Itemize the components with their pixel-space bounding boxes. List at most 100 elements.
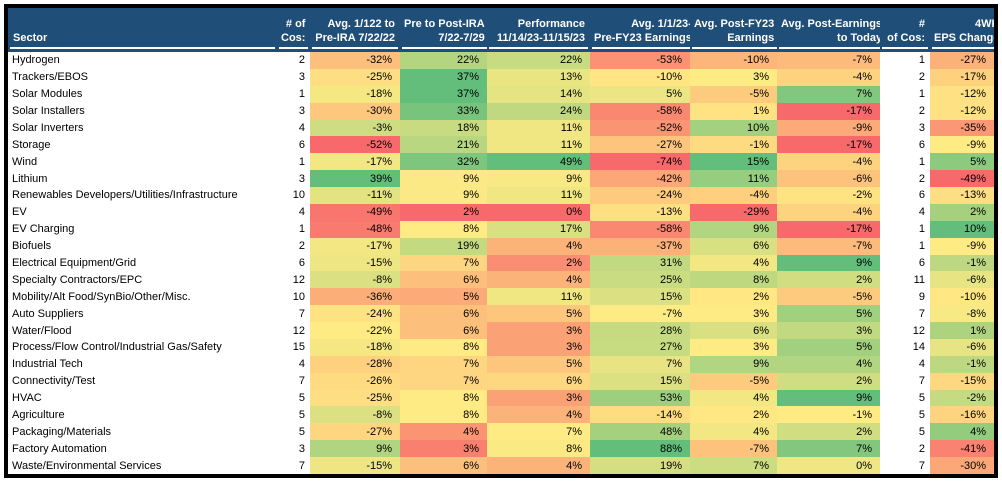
value-cell-eps-4wk[interactable]: -17% [930, 68, 994, 86]
value-cell-eps-4wk[interactable]: 10% [930, 220, 994, 238]
value-cell-post-fy23[interactable]: 15% [690, 153, 777, 171]
value-cell-pre-post-ira[interactable]: 9% [400, 170, 487, 188]
value-cell-pre-post-ira[interactable]: 7% [400, 372, 487, 390]
value-cell-pre-post-ira[interactable]: 6% [400, 271, 487, 289]
value-cell-post-fy23[interactable]: 3% [690, 305, 777, 323]
value-cell-post-earnings[interactable]: -17% [777, 220, 880, 238]
value-cell-post-earnings[interactable]: 7% [777, 85, 880, 103]
value-cell-performance[interactable]: 7% [487, 423, 590, 441]
count-cell[interactable]: 11 [880, 271, 930, 289]
count-cell[interactable]: 4 [277, 355, 310, 373]
value-cell-post-fy23[interactable]: -4% [690, 187, 777, 204]
value-cell-performance[interactable]: 9% [487, 170, 590, 188]
value-cell-post-fy23[interactable]: -1% [690, 136, 777, 154]
value-cell-performance[interactable]: 17% [487, 220, 590, 238]
value-cell-performance[interactable]: 3% [487, 322, 590, 339]
count-cell[interactable]: 5 [277, 423, 310, 441]
count-cell[interactable]: 2 [880, 170, 930, 188]
value-cell-performance[interactable]: 49% [487, 153, 590, 171]
value-cell-post-earnings[interactable]: 2% [777, 372, 880, 390]
value-cell-post-fy23[interactable]: 4% [690, 389, 777, 407]
sector-cell[interactable]: Factory Automation [8, 440, 277, 458]
count-cell[interactable]: 3 [277, 68, 310, 86]
count-cell[interactable]: 7 [277, 457, 310, 474]
value-cell-pre-fy23[interactable]: 53% [590, 389, 690, 407]
value-cell-post-fy23[interactable]: 6% [690, 237, 777, 255]
count-cell[interactable]: 10 [277, 288, 310, 306]
value-cell-pre-ira[interactable]: 39% [310, 170, 400, 188]
value-cell-pre-post-ira[interactable]: 8% [400, 389, 487, 407]
value-cell-performance[interactable]: 22% [487, 52, 590, 69]
count-cell[interactable]: 1 [880, 85, 930, 103]
value-cell-eps-4wk[interactable]: -35% [930, 119, 994, 137]
value-cell-pre-fy23[interactable]: 27% [590, 338, 690, 356]
value-cell-post-fy23[interactable]: 8% [690, 271, 777, 289]
value-cell-post-fy23[interactable]: -5% [690, 372, 777, 390]
sector-cell[interactable]: Renewables Developers/Utilities/Infrastr… [8, 187, 277, 204]
value-cell-post-fy23[interactable]: -5% [690, 85, 777, 103]
value-cell-pre-ira[interactable]: -18% [310, 338, 400, 356]
value-cell-pre-post-ira[interactable]: 37% [400, 68, 487, 86]
value-cell-post-earnings[interactable]: -7% [777, 52, 880, 69]
value-cell-pre-ira[interactable]: -26% [310, 372, 400, 390]
value-cell-post-earnings[interactable]: -17% [777, 136, 880, 154]
sector-cell[interactable]: Connectivity/Test [8, 372, 277, 390]
value-cell-pre-fy23[interactable]: 5% [590, 85, 690, 103]
count-cell[interactable]: 3 [880, 119, 930, 137]
value-cell-performance[interactable]: 0% [487, 203, 590, 221]
sector-cell[interactable]: Wind [8, 153, 277, 171]
value-cell-pre-ira[interactable]: -36% [310, 288, 400, 306]
value-cell-performance[interactable]: 3% [487, 389, 590, 407]
value-cell-post-fy23[interactable]: 1% [690, 102, 777, 120]
value-cell-eps-4wk[interactable]: -9% [930, 136, 994, 154]
value-cell-performance[interactable]: 14% [487, 85, 590, 103]
count-cell[interactable]: 12 [277, 271, 310, 289]
sector-cell[interactable]: Water/Flood [8, 322, 277, 339]
column-header-pre-ira[interactable]: Avg. 1/122 to Pre-IRA 7/22/22 [310, 8, 400, 52]
value-cell-pre-ira[interactable]: -15% [310, 254, 400, 272]
value-cell-post-earnings[interactable]: -2% [777, 187, 880, 204]
value-cell-pre-ira[interactable]: -49% [310, 203, 400, 221]
value-cell-post-fy23[interactable]: -10% [690, 52, 777, 69]
value-cell-pre-fy23[interactable]: 19% [590, 457, 690, 474]
value-cell-post-earnings[interactable]: 9% [777, 389, 880, 407]
value-cell-post-earnings[interactable]: -4% [777, 68, 880, 86]
value-cell-pre-ira[interactable]: -32% [310, 52, 400, 69]
value-cell-performance[interactable]: 3% [487, 338, 590, 356]
sector-cell[interactable]: Packaging/Materials [8, 423, 277, 441]
value-cell-pre-fy23[interactable]: -7% [590, 305, 690, 323]
sector-cell[interactable]: Solar Inverters [8, 119, 277, 137]
count-cell[interactable]: 1 [880, 52, 930, 69]
value-cell-post-earnings[interactable]: -7% [777, 237, 880, 255]
value-cell-post-fy23[interactable]: 6% [690, 322, 777, 339]
value-cell-post-fy23[interactable]: 7% [690, 457, 777, 474]
value-cell-eps-4wk[interactable]: -1% [930, 355, 994, 373]
value-cell-eps-4wk[interactable]: 4% [930, 423, 994, 441]
value-cell-pre-ira[interactable]: -22% [310, 322, 400, 339]
value-cell-eps-4wk[interactable]: 1% [930, 322, 994, 339]
value-cell-pre-fy23[interactable]: 48% [590, 423, 690, 441]
count-cell[interactable]: 2 [277, 237, 310, 255]
value-cell-pre-ira[interactable]: -8% [310, 271, 400, 289]
column-header-pre-fy23[interactable]: Avg. 1/1/23- Pre-FY23 Earnings [590, 8, 690, 52]
sector-cell[interactable]: Mobility/Alt Food/SynBio/Other/Misc. [8, 288, 277, 306]
value-cell-performance[interactable]: 11% [487, 187, 590, 204]
count-cell[interactable]: 12 [277, 322, 310, 339]
count-cell[interactable]: 2 [880, 440, 930, 458]
sector-cell[interactable]: Lithium [8, 170, 277, 188]
value-cell-pre-post-ira[interactable]: 7% [400, 254, 487, 272]
value-cell-eps-4wk[interactable]: -13% [930, 187, 994, 204]
value-cell-post-earnings[interactable]: 2% [777, 423, 880, 441]
value-cell-eps-4wk[interactable]: -6% [930, 338, 994, 356]
value-cell-performance[interactable]: 8% [487, 440, 590, 458]
count-cell[interactable]: 6 [880, 254, 930, 272]
value-cell-pre-post-ira[interactable]: 32% [400, 153, 487, 171]
column-header-post-fy23[interactable]: Avg. Post-FY23 Earnings [690, 8, 777, 52]
value-cell-post-fy23[interactable]: 3% [690, 68, 777, 86]
value-cell-pre-ira[interactable]: -30% [310, 102, 400, 120]
value-cell-pre-post-ira[interactable]: 18% [400, 119, 487, 137]
value-cell-performance[interactable]: 13% [487, 68, 590, 86]
value-cell-post-earnings[interactable]: -6% [777, 170, 880, 188]
value-cell-post-earnings[interactable]: -1% [777, 406, 880, 424]
count-cell[interactable]: 4 [277, 203, 310, 221]
